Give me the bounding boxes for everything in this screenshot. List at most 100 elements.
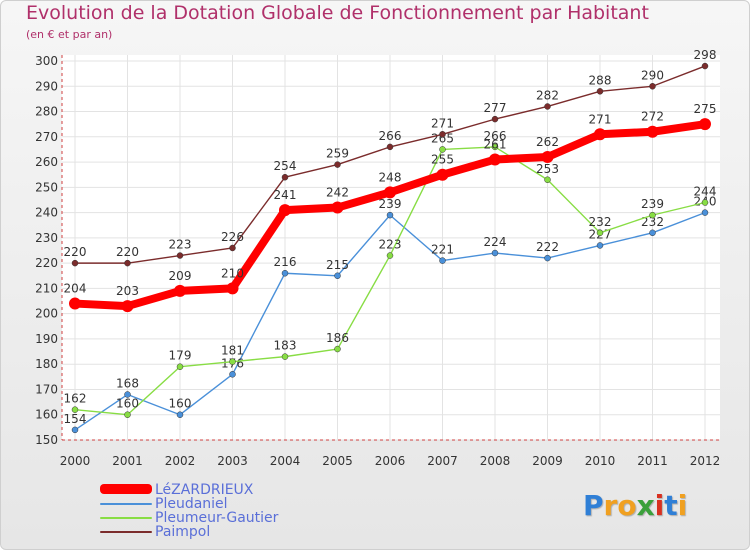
y-tick-label: 200 [35, 307, 58, 321]
data-point [649, 229, 656, 237]
data-point [71, 406, 79, 413]
legend-swatch [100, 517, 152, 519]
data-label: 290 [641, 68, 664, 82]
logo-letter: P [583, 489, 604, 522]
data-point [491, 249, 499, 257]
data-label: 223 [379, 238, 402, 252]
data-point [334, 161, 341, 168]
data-label: 242 [326, 186, 349, 200]
data-point [176, 252, 184, 259]
logo-letter: i [654, 489, 665, 522]
logo-letter: i [677, 489, 688, 522]
data-label: 162 [64, 392, 87, 406]
data-point [334, 272, 341, 280]
data-point [439, 146, 446, 153]
data-label: 239 [379, 197, 402, 211]
proxiti-logo: Proxiti [583, 489, 687, 522]
data-label: 266 [484, 129, 507, 143]
data-point [596, 242, 604, 249]
logo-letter: r [603, 489, 618, 522]
data-label: 259 [326, 147, 349, 161]
data-label: 288 [589, 73, 612, 87]
data-label: 204 [64, 282, 87, 296]
data-label: 203 [116, 284, 139, 298]
data-label: 244 [694, 184, 717, 198]
data-point [489, 153, 501, 166]
data-label: 255 [431, 153, 454, 167]
y-tick-label: 190 [35, 332, 58, 346]
legend-label: Pleumeur-Gautier [155, 510, 279, 526]
data-point [491, 143, 499, 151]
data-label: 216 [274, 255, 297, 269]
y-tick-label: 230 [35, 231, 58, 245]
x-tick-label: 2012 [690, 454, 721, 468]
x-tick-label: 2006 [375, 454, 406, 468]
data-point [124, 259, 131, 267]
data-point [281, 269, 289, 277]
data-point [596, 229, 604, 237]
data-point [649, 211, 656, 219]
data-label: 183 [274, 339, 297, 353]
data-label: 222 [536, 240, 559, 254]
data-label: 241 [274, 188, 297, 202]
data-label: 160 [169, 397, 192, 411]
x-tick-label: 2002 [165, 454, 196, 468]
data-label: 282 [536, 88, 559, 102]
data-label: 181 [221, 344, 244, 358]
data-label: 220 [116, 245, 139, 259]
y-tick-label: 270 [35, 130, 58, 144]
data-label: 154 [64, 412, 87, 426]
data-label: 168 [116, 377, 139, 391]
data-point [174, 284, 186, 297]
y-tick-label: 300 [35, 54, 58, 68]
chart-subtitle: (en € et par an) [26, 28, 113, 41]
data-point [386, 252, 394, 259]
data-point [701, 62, 709, 70]
data-label: 262 [536, 135, 559, 149]
data-label: 232 [641, 215, 664, 229]
logo-letter: x [636, 489, 655, 522]
data-point [226, 282, 239, 295]
data-point [646, 125, 659, 138]
data-point [544, 103, 551, 110]
data-label: 186 [326, 331, 349, 345]
x-tick-label: 2000 [60, 454, 91, 468]
data-point [229, 358, 236, 365]
data-point [279, 204, 291, 217]
data-point [594, 128, 606, 141]
data-point [281, 353, 289, 360]
data-label: 239 [641, 197, 664, 211]
data-label: 209 [169, 269, 192, 283]
data-label: 160 [116, 397, 139, 411]
data-label: 248 [379, 170, 402, 184]
y-tick-label: 250 [35, 180, 58, 194]
data-label: 179 [169, 349, 192, 363]
y-tick-label: 160 [35, 408, 58, 422]
data-label: 254 [274, 159, 297, 173]
x-tick-label: 2010 [585, 454, 616, 468]
data-point [121, 300, 134, 313]
data-point [71, 426, 79, 434]
x-tick-label: 2003 [217, 454, 248, 468]
y-tick-label: 210 [35, 281, 58, 295]
y-tick-label: 170 [35, 382, 58, 396]
data-label: 275 [694, 102, 717, 116]
data-label: 226 [221, 230, 244, 244]
data-point [176, 363, 184, 370]
data-point [386, 211, 394, 219]
data-point [71, 259, 79, 267]
data-point [384, 186, 396, 199]
data-label: 221 [431, 243, 454, 257]
data-label: 210 [221, 266, 244, 280]
data-point [439, 257, 446, 264]
data-point [596, 88, 604, 95]
legend-swatch [100, 503, 152, 505]
data-point [701, 199, 709, 206]
logo-letter: t [664, 489, 678, 522]
data-point [229, 244, 236, 252]
data-point [386, 143, 394, 151]
data-point [541, 151, 554, 164]
data-point [334, 345, 341, 353]
legend-label: LéZARDRIEUX [155, 482, 254, 498]
